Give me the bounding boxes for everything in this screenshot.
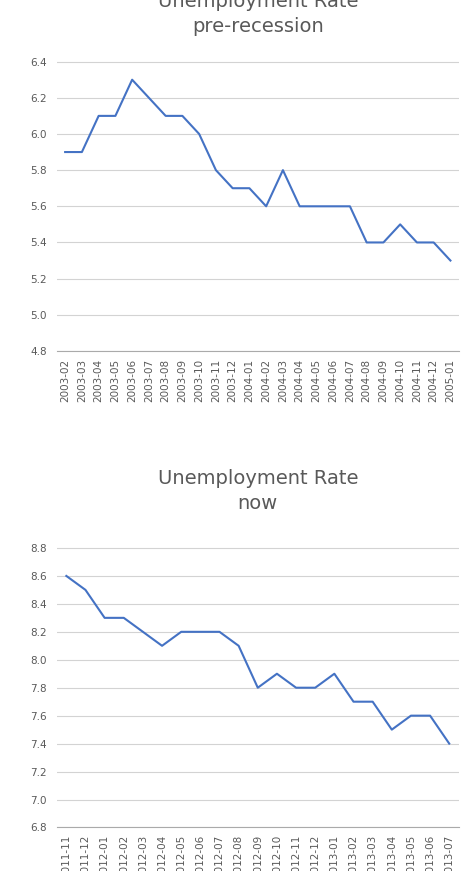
- Title: Unemployment Rate
pre-recession: Unemployment Rate pre-recession: [158, 0, 358, 37]
- Title: Unemployment Rate
now: Unemployment Rate now: [158, 469, 358, 513]
